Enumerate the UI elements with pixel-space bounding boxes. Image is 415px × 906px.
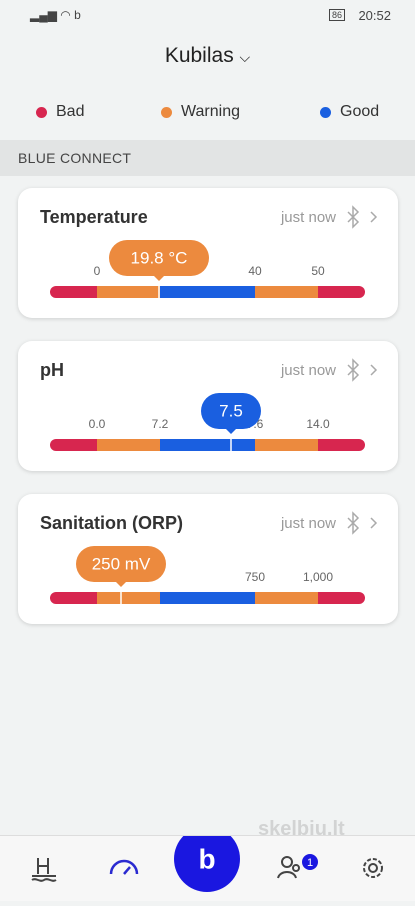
gauge-segment	[97, 286, 160, 298]
gauge-segment	[255, 439, 318, 451]
chevron	[370, 364, 378, 376]
battery: 86	[328, 9, 345, 21]
bubble-pointer	[225, 428, 237, 434]
reading-bubble	[109, 240, 209, 276]
gauge-tick-label: 750	[245, 570, 265, 584]
reading-bubble	[76, 546, 166, 582]
reading-value: 7.5	[219, 401, 243, 420]
card-title: Sanitation (ORP)	[40, 513, 183, 533]
gauge-segment	[255, 592, 318, 604]
gauge-segment	[160, 286, 255, 298]
nav-badge: 1	[307, 857, 313, 869]
signal: ▂▄▆ ◠ b	[30, 8, 81, 22]
gauge: Sanitation (ORP) just now 750 1,000 250 mV	[40, 511, 378, 604]
svg-text:b: b	[198, 843, 215, 874]
reading-bubble	[201, 393, 261, 429]
bottom-nav: b 1	[0, 826, 415, 901]
gauge-segment	[160, 592, 255, 604]
chevron	[370, 517, 378, 529]
bluetooth-icon	[347, 205, 360, 229]
gauge: Temperature just now 0 40 50 19.8 °C	[40, 205, 378, 298]
legend-dot	[36, 107, 47, 118]
bubble-pointer	[115, 581, 127, 587]
legend-dot	[161, 107, 172, 118]
nav-icons: b 1	[31, 826, 383, 892]
section-title: BLUE CONNECT	[18, 150, 132, 166]
bluetooth-icon	[347, 358, 360, 382]
sensor-card[interactable]: Sanitation (ORP) just now 750 1,000 250 mV	[18, 494, 398, 624]
gauge-tick-label: 1,000	[303, 570, 333, 584]
legend-dot	[320, 107, 331, 118]
legend-label: Bad	[56, 103, 85, 120]
card-time: just now	[280, 209, 336, 226]
legend-label: Warning	[181, 103, 240, 120]
reading-value: 19.8 °C	[131, 248, 188, 267]
reading-value: 250 mV	[92, 554, 151, 573]
gauge-segment	[97, 439, 160, 451]
gauge-tick-label: 14.0	[306, 417, 330, 431]
gauge-tick-label: 50	[311, 264, 325, 278]
gauge-tick-label: 40	[248, 264, 262, 278]
gauge-tick-label: 0.0	[89, 417, 106, 431]
gauge-segment	[97, 592, 160, 604]
watermark: skelbiu.lt	[258, 818, 345, 840]
header-title: Kubilas	[164, 44, 234, 67]
card-title: pH	[40, 360, 64, 380]
chevron	[370, 211, 378, 223]
gauge-tick-label: 0	[94, 264, 101, 278]
bluetooth-icon	[347, 511, 360, 535]
status-time: 20:52	[358, 8, 391, 23]
header[interactable]: Kubilas ⌵	[164, 44, 251, 67]
card-title: Temperature	[40, 207, 148, 227]
gauge-segment	[160, 439, 255, 451]
bubble-pointer	[153, 275, 165, 281]
section-bar	[0, 140, 415, 176]
card-time: just now	[280, 515, 336, 532]
card-time: just now	[280, 362, 336, 379]
gauge-tick-label: 7.2	[152, 417, 169, 431]
sensor-card[interactable]: Temperature just now 0 40 50 19.8 °C	[18, 188, 398, 318]
legend-label: Good	[340, 103, 380, 120]
gauge-segment	[255, 286, 318, 298]
